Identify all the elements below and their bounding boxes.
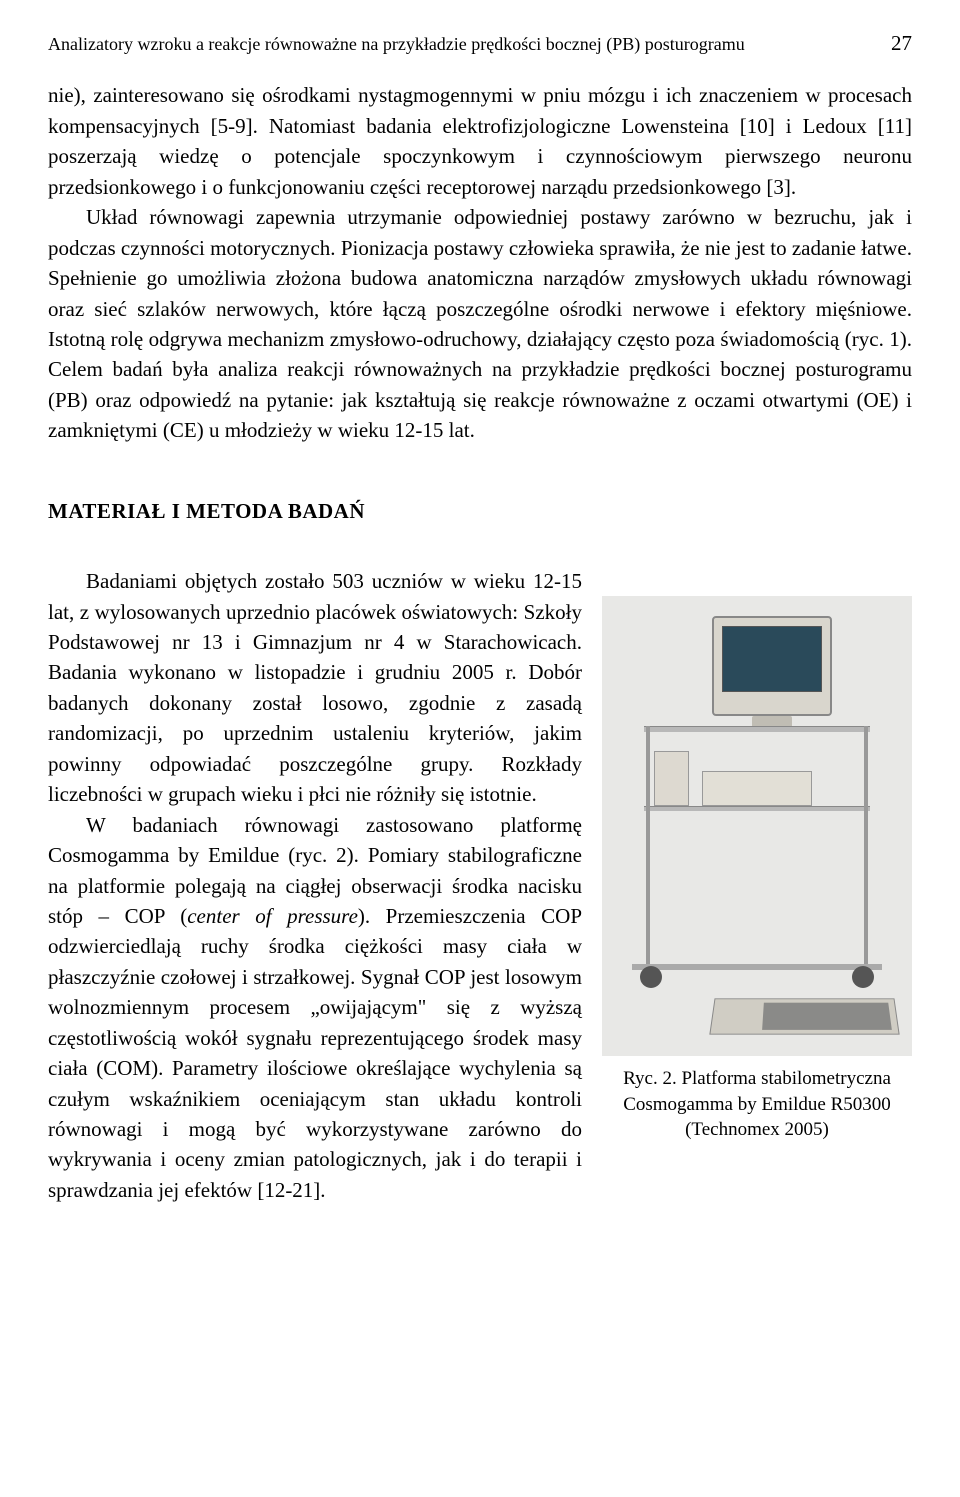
methods-text-column: Badaniami objętych zostało 503 uczniów w… [48, 566, 582, 1205]
methods-paragraph-1: Badaniami objętych zostało 503 uczniów w… [48, 566, 582, 810]
methods-p2-italic: center of pressure [187, 904, 358, 928]
methods-layout: Badaniami objętych zostało 503 uczniów w… [48, 566, 912, 1205]
intro-paragraph-1: nie), zainteresowano się ośrodkami nysta… [48, 80, 912, 202]
figure-2-image [602, 596, 912, 1056]
intro-paragraph-2: Układ równowagi zapewnia utrzymanie odpo… [48, 202, 912, 446]
methods-paragraph-2: W badaniach równowagi zastosowano platfo… [48, 810, 582, 1206]
figure-2-caption: Ryc. 2. Platforma stabilometryczna Cosmo… [602, 1066, 912, 1143]
caption-line-3: (Technomex 2005) [685, 1119, 829, 1140]
methods-p2-after: ). Przemieszczenia COP odzwierciedlają r… [48, 904, 582, 1202]
leg-right-shape [864, 726, 868, 966]
page-header: Analizatory wzroku a reakcje równoważne … [48, 28, 912, 58]
figure-column: Ryc. 2. Platforma stabilometryczna Cosmo… [602, 596, 912, 1143]
wheel-right-shape [852, 966, 874, 988]
tower-shape [654, 751, 689, 806]
monitor-shape [712, 616, 832, 716]
cart-top-shape [644, 726, 870, 732]
cart-shelf-shape [644, 806, 870, 811]
page-number: 27 [891, 28, 912, 58]
leg-left-shape [646, 726, 650, 966]
wheel-base-shape [632, 964, 882, 970]
running-head: Analizatory wzroku a reakcje równoważne … [48, 31, 745, 57]
section-heading-methods: MATERIAŁ I METODA BADAŃ [48, 496, 912, 526]
caption-line-1: Ryc. 2. Platforma stabilometryczna [623, 1068, 891, 1089]
wheel-left-shape [640, 966, 662, 988]
caption-line-2: Cosmogamma by Emildue R50300 [623, 1094, 891, 1115]
printer-shape [702, 771, 812, 806]
platform-shape [709, 998, 899, 1034]
